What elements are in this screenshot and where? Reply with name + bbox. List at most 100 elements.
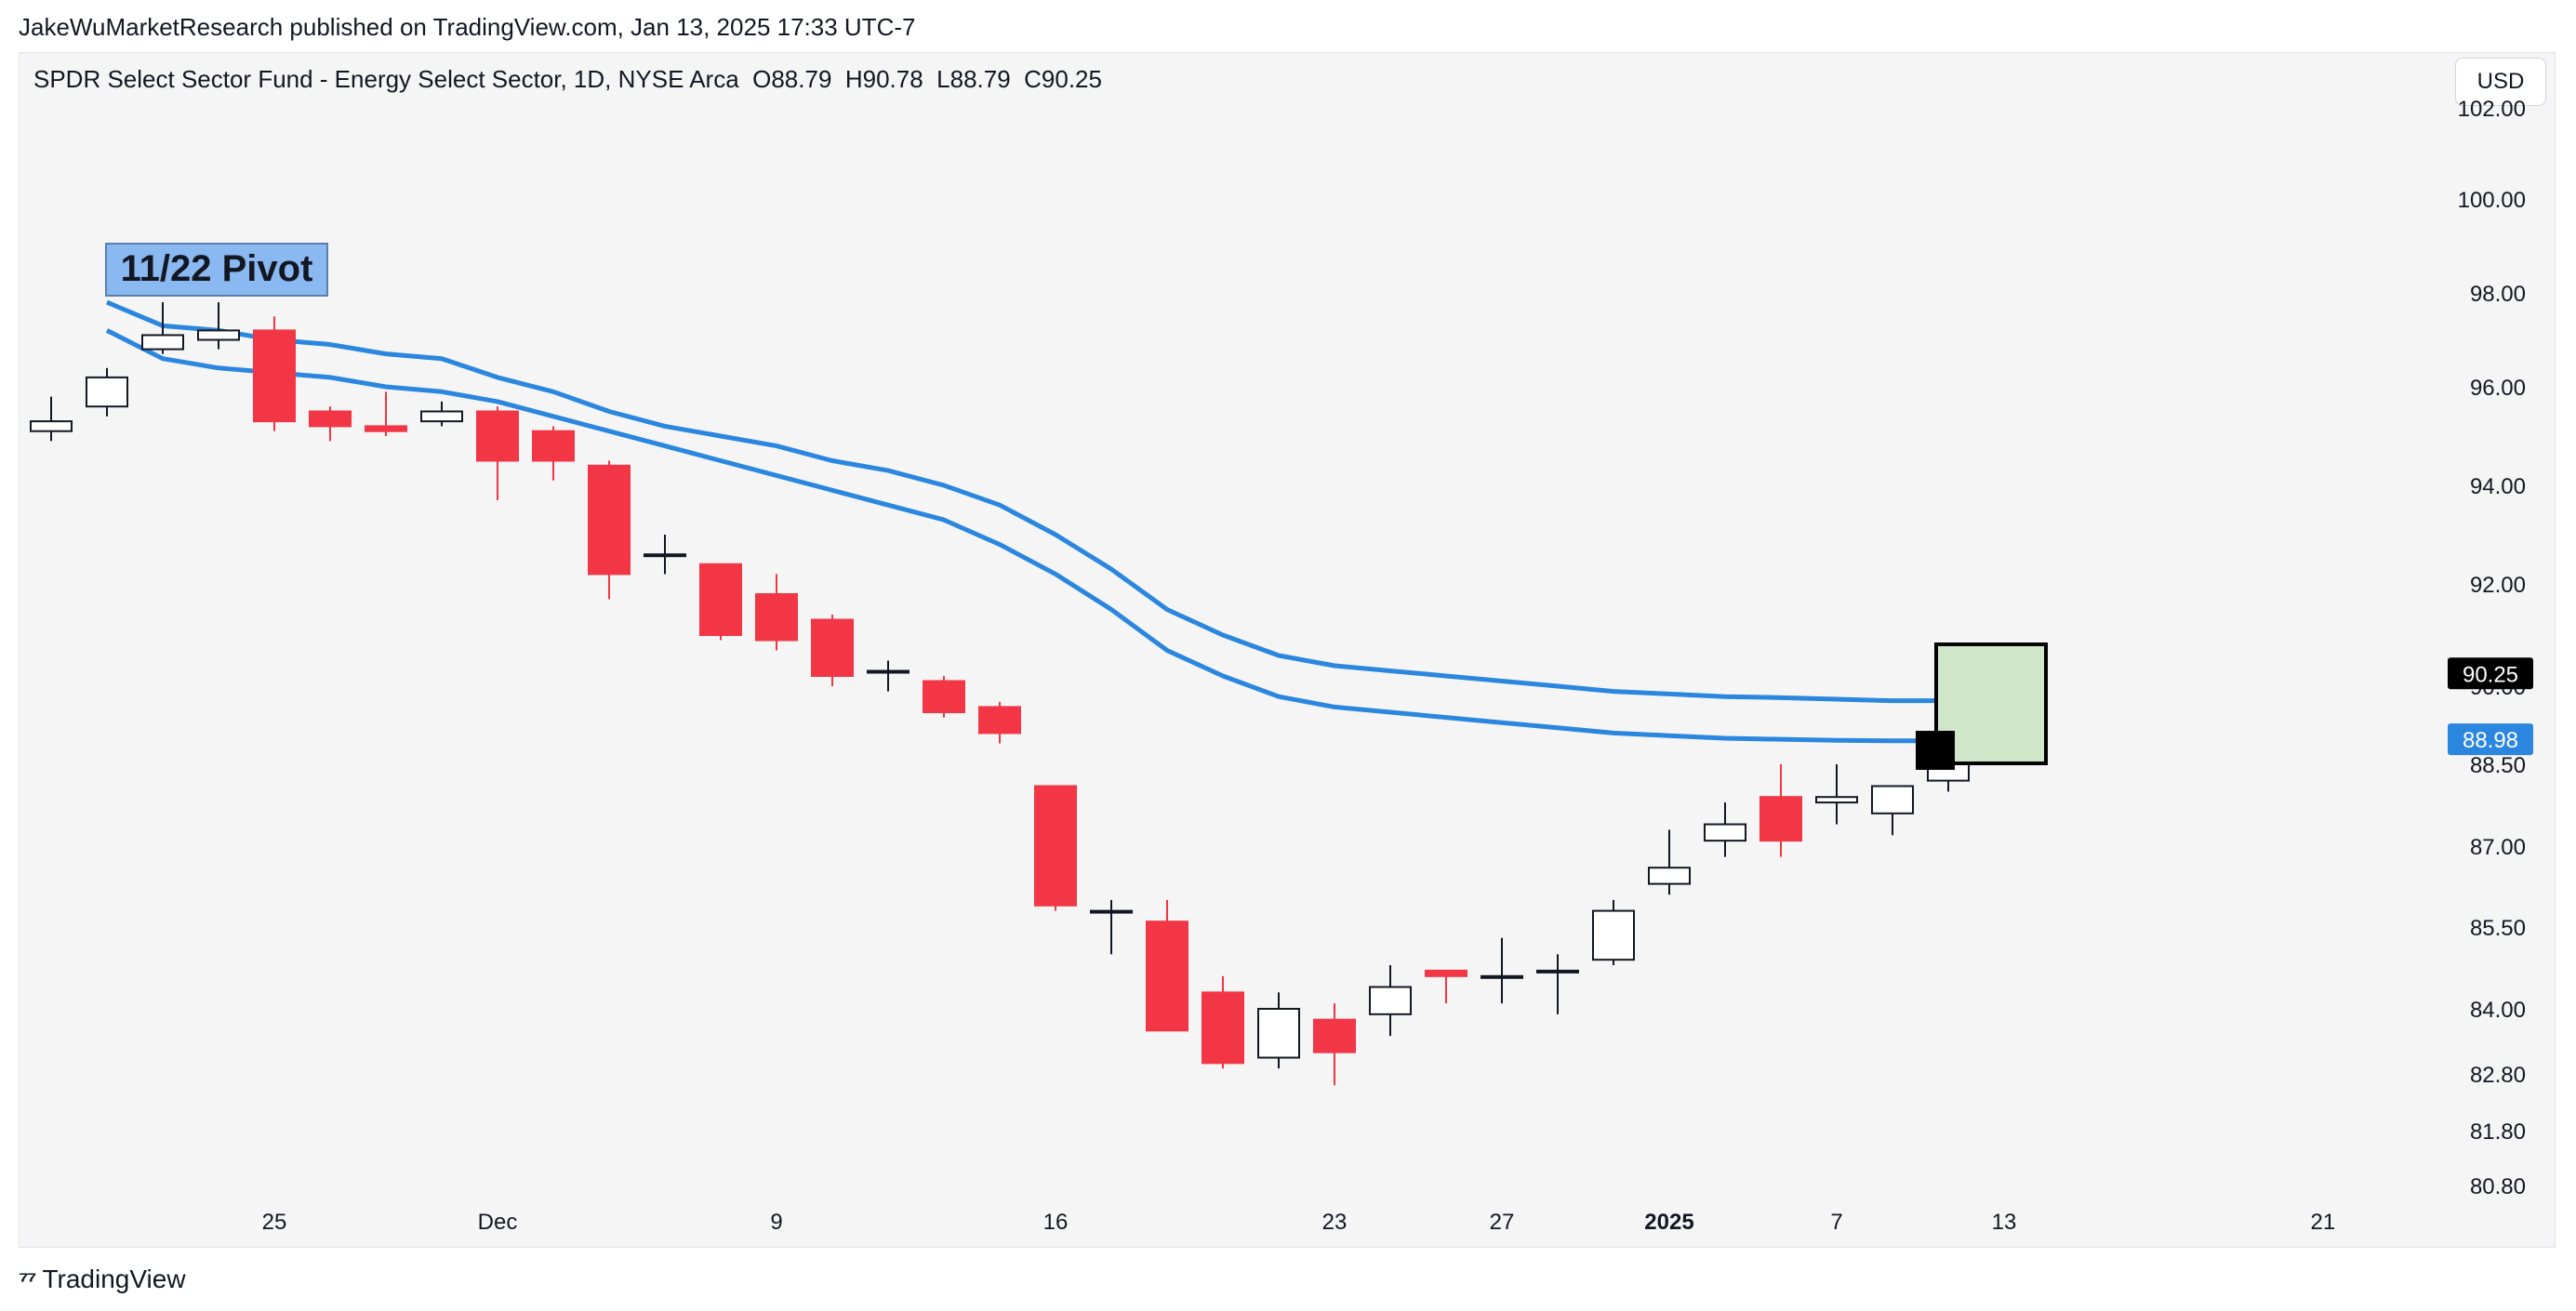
candle (699, 563, 742, 641)
candle (1090, 900, 1133, 955)
candle-body (1759, 796, 1802, 842)
candle (1648, 829, 1691, 895)
candle (644, 535, 686, 575)
candle (1257, 992, 1300, 1069)
y-tick-label: 94.00 (2470, 474, 2526, 499)
x-tick-label: 25 (262, 1210, 287, 1235)
candle (1704, 802, 1746, 857)
candle-body (1090, 909, 1133, 914)
y-tick-label: 92.00 (2470, 573, 2526, 598)
candle-body (1536, 969, 1579, 973)
candle (755, 574, 798, 651)
brand-name: TradingView (42, 1265, 186, 1293)
y-tick-label: 102.00 (2458, 97, 2526, 122)
candle-body (867, 669, 910, 674)
candle (1313, 1003, 1356, 1086)
symbol-name: SPDR Select Sector Fund - Energy Select … (33, 65, 739, 93)
candles-group (30, 302, 2025, 1086)
candle-body (197, 329, 240, 341)
candle (1425, 969, 1467, 1004)
marker-square (1916, 731, 1955, 770)
ema-line-2 (105, 328, 2005, 744)
candle (1369, 965, 1412, 1037)
candle-body (755, 593, 798, 642)
tradingview-logo-icon: ⁷⁷ (19, 1265, 37, 1293)
candle (1871, 785, 1914, 836)
candle (588, 460, 631, 600)
y-tick-label: 80.80 (2470, 1174, 2526, 1199)
candle (532, 426, 575, 481)
candle (309, 406, 352, 442)
candle-body (1313, 1018, 1356, 1053)
x-tick-label: 23 (1322, 1210, 1348, 1235)
candle-body (1815, 796, 1858, 804)
annotation-layer: 11/22 Pivot (105, 243, 2048, 770)
candle (86, 367, 128, 417)
candle (420, 401, 463, 427)
candle (1034, 785, 1077, 911)
candle-body (811, 618, 854, 677)
candle-body (420, 410, 463, 423)
x-tick-label: 2025 (1644, 1210, 1693, 1235)
y-tick-label: 82.80 (2470, 1063, 2526, 1088)
y-tick-label: 85.50 (2470, 916, 2526, 941)
candle (811, 615, 854, 686)
pivot-label: 11/22 Pivot (121, 248, 313, 289)
candle-body (1369, 986, 1412, 1015)
candle (978, 701, 1021, 744)
candle-body (1592, 909, 1635, 961)
candle-body (86, 376, 128, 408)
y-tick-label: 96.00 (2470, 376, 2526, 401)
candle-body (253, 329, 296, 423)
candle (476, 406, 519, 500)
candle (253, 316, 296, 431)
x-tick-label: 7 (1830, 1210, 1842, 1235)
candle-body (978, 706, 1021, 735)
x-tick-label: 21 (2311, 1210, 2336, 1235)
candle-body (365, 425, 407, 432)
x-tick-label: Dec (478, 1210, 518, 1235)
x-tick-label: 27 (1490, 1210, 1515, 1235)
candle (365, 391, 407, 436)
pivot-label-bg (105, 243, 328, 297)
candle (1592, 900, 1635, 966)
candle (1536, 954, 1579, 1014)
x-tick-label: 16 (1043, 1210, 1069, 1235)
candle-body (30, 420, 73, 432)
y-tick-label: 88.50 (2470, 753, 2526, 778)
brand-footer[interactable]: ⁷⁷ TradingView (19, 1265, 186, 1294)
candle (867, 660, 910, 692)
candle-body (1034, 785, 1077, 907)
ema-lines (105, 299, 2005, 744)
price-tag-bg (2448, 657, 2533, 690)
candle-body (141, 334, 184, 351)
candle-body (699, 563, 742, 636)
ohlc-values: O88.79 H90.78 L88.79 C90.25 (752, 65, 1102, 93)
candle (1481, 937, 1523, 1004)
x-axis: 25 Dec 9 16 23 27 2025 7 13 21 (262, 1210, 2336, 1235)
candle (1146, 900, 1188, 1032)
candle (1815, 764, 1858, 825)
candle-body (1146, 920, 1188, 1032)
candle-body (1648, 867, 1691, 885)
price-tag-label: 90.25 (2463, 662, 2518, 687)
symbol-legend: SPDR Select Sector Fund - Energy Select … (33, 65, 1102, 94)
y-tick-label: 81.80 (2470, 1119, 2526, 1145)
y-tick-label: 84.00 (2470, 998, 2526, 1023)
currency-button[interactable]: USD (2455, 58, 2546, 106)
candle (1202, 975, 1244, 1069)
candle-body (1257, 1008, 1300, 1059)
candle-body (1871, 785, 1914, 814)
y-tick-label: 100.00 (2458, 188, 2526, 213)
y-tick-label: 98.00 (2470, 282, 2526, 307)
candle (197, 302, 240, 350)
y-tick-label: 87.00 (2470, 835, 2526, 860)
publisher-attribution: JakeWuMarketResearch published on Tradin… (19, 13, 916, 41)
price-tag-label: 88.98 (2463, 728, 2518, 753)
candle (141, 302, 184, 354)
x-tick-label: 9 (770, 1210, 782, 1235)
candle-body (923, 680, 965, 713)
candle-body (476, 410, 519, 462)
ema-line-1 (106, 299, 2005, 704)
